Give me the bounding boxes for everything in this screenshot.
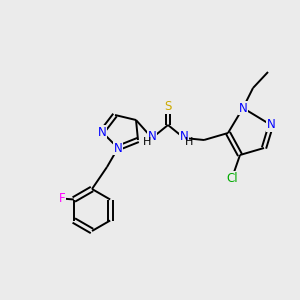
Text: F: F [58,192,65,205]
Text: Cl: Cl [226,172,238,184]
Text: N: N [98,125,106,139]
Text: N: N [267,118,275,131]
Text: H: H [143,137,151,147]
Text: N: N [180,130,188,142]
Text: N: N [238,101,247,115]
Text: H: H [185,137,193,147]
Text: S: S [164,100,172,113]
Text: N: N [114,142,122,154]
Text: N: N [148,130,156,142]
